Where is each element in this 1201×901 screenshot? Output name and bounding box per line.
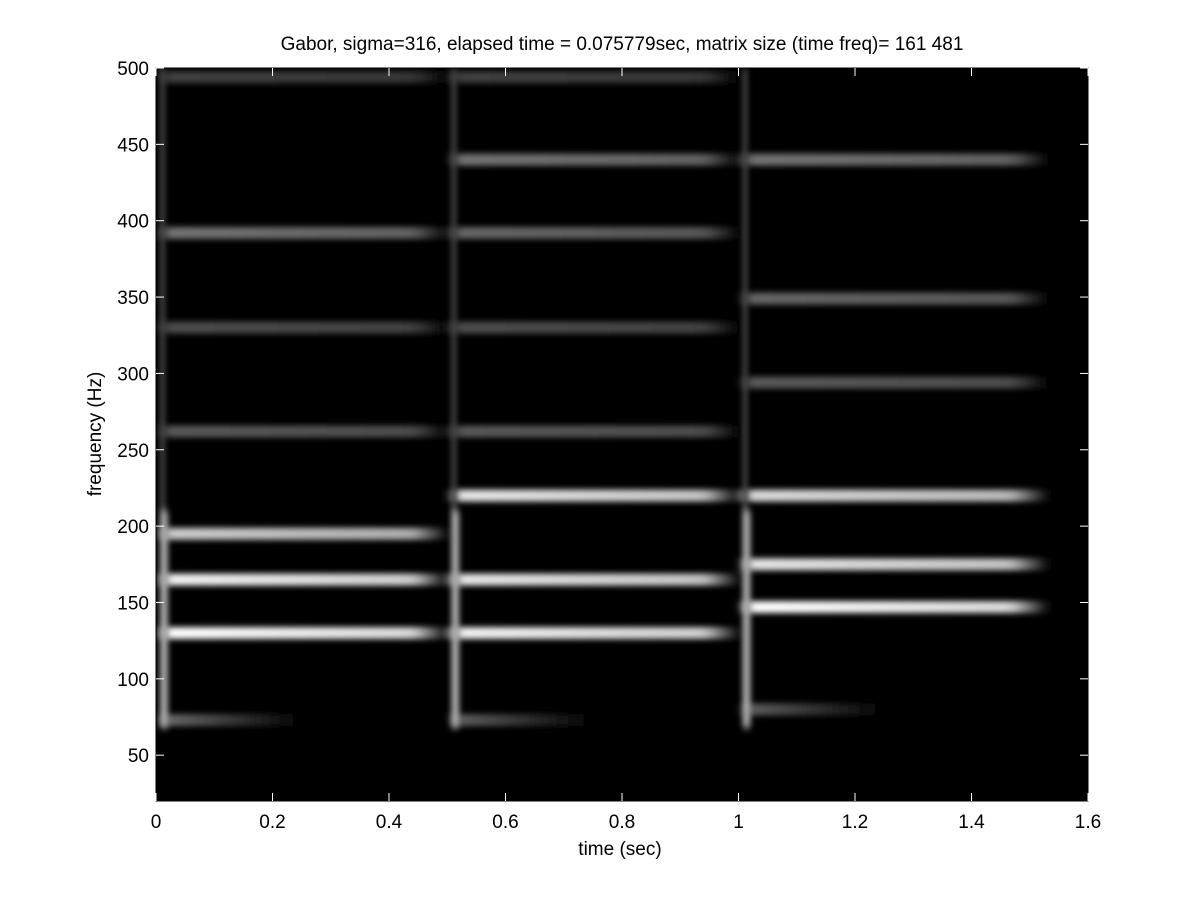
heatmap-band xyxy=(453,71,739,84)
heatmap-band xyxy=(744,558,1048,571)
onset-streak-faint xyxy=(451,68,457,511)
heatmap-band xyxy=(162,71,448,84)
heatmap-band xyxy=(744,153,1048,166)
heatmap-band xyxy=(162,321,448,334)
heatmap-band xyxy=(744,489,1048,502)
heatmap-band xyxy=(162,425,448,438)
heatmap-band xyxy=(453,425,739,438)
heatmap-band xyxy=(453,489,739,502)
chart-title: Gabor, sigma=316, elapsed time = 0.07577… xyxy=(281,34,964,55)
heatmap-band xyxy=(744,292,1048,305)
x-tick-label: 1.2 xyxy=(842,812,868,833)
heatmap-band xyxy=(453,573,739,586)
heatmap-band xyxy=(162,627,448,640)
y-tick-label: 50 xyxy=(128,746,149,767)
x-tick-label: 1.6 xyxy=(1075,812,1101,833)
x-tick-label: 0 xyxy=(151,812,162,833)
x-tick-label: 0.6 xyxy=(492,812,518,833)
onset-streak-faint xyxy=(742,68,748,511)
y-tick-label: 300 xyxy=(117,364,149,385)
heatmap-band xyxy=(162,714,302,727)
y-tick-label: 200 xyxy=(117,517,149,538)
onset-streak xyxy=(160,510,168,728)
y-tick-label: 100 xyxy=(117,670,149,691)
x-tick-label: 0.2 xyxy=(259,812,285,833)
y-tick-label: 150 xyxy=(117,593,149,614)
y-tick-label: 250 xyxy=(117,441,149,462)
onset-streak xyxy=(451,510,460,728)
y-tick-label: 500 xyxy=(117,59,149,80)
y-tick-label: 450 xyxy=(117,135,149,156)
x-tick-label: 0.4 xyxy=(376,812,403,833)
heatmap-band xyxy=(744,703,885,716)
onset-streak-faint xyxy=(160,68,165,511)
heatmap-band xyxy=(453,714,593,727)
x-tick-label: 1 xyxy=(733,812,744,833)
y-tick-label: 400 xyxy=(117,212,149,233)
x-tick-label: 0.8 xyxy=(609,812,635,833)
heatmap-band xyxy=(453,321,739,334)
y-axis-label: frequency (Hz) xyxy=(85,372,106,497)
onset-streak xyxy=(742,510,751,728)
heatmap-band xyxy=(162,226,448,239)
heatmap-band xyxy=(162,573,448,586)
heatmap-layer xyxy=(160,68,1048,728)
y-axis: 50 100 150 200 250 300 350 400 450 500 xyxy=(117,59,1088,767)
x-tick-label: 1.4 xyxy=(958,812,985,833)
y-tick-label: 350 xyxy=(117,288,149,309)
heatmap-band xyxy=(453,226,739,239)
x-axis: 0 0.2 0.4 0.6 0.8 1 1.2 1.4 1.6 xyxy=(151,68,1101,833)
heatmap-band xyxy=(744,376,1048,389)
heatmap-band xyxy=(162,527,448,540)
heatmap-band xyxy=(453,627,739,640)
x-axis-label: time (sec) xyxy=(578,839,661,860)
heatmap-band xyxy=(453,153,739,166)
heatmap-band xyxy=(744,601,1048,614)
